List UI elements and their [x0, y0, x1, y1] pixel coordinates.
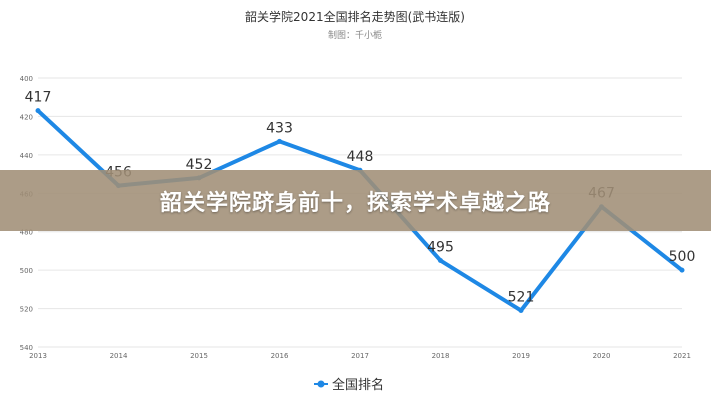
x-tick-label: 2013 — [29, 352, 47, 360]
y-tick-label: 540 — [20, 344, 33, 352]
x-tick-label: 2019 — [512, 352, 530, 360]
data-label: 495 — [427, 240, 454, 256]
data-label: 500 — [669, 249, 696, 265]
data-point[interactable] — [35, 108, 41, 114]
chart-subtitle: 制图：千小栀 — [328, 29, 382, 41]
chart-title: 韶关学院2021全国排名走势图(武书连版) — [245, 9, 465, 24]
data-label: 521 — [508, 289, 535, 305]
grid-lines — [38, 77, 682, 348]
y-tick-label: 480 — [20, 229, 33, 237]
x-tick-label: 2016 — [271, 352, 289, 360]
data-point[interactable] — [277, 138, 282, 144]
data-point[interactable] — [518, 307, 524, 313]
data-label: 417 — [25, 90, 52, 106]
y-tick-label: 420 — [20, 113, 33, 121]
y-tick-label: 500 — [20, 267, 33, 275]
legend-label: 全国排名 — [332, 377, 384, 393]
data-point[interactable] — [679, 267, 685, 273]
x-tick-label: 2017 — [351, 352, 369, 360]
overlay-banner: 韶关学院跻身前十，探索学术卓越之路 — [0, 170, 711, 231]
y-tick-label: 520 — [20, 306, 33, 314]
data-label: 452 — [186, 157, 213, 173]
x-tick-label: 2014 — [110, 352, 128, 360]
data-label: 433 — [266, 120, 293, 136]
x-axis: 2013 2014 2015 2016 2017 2018 2019 2020 2021 — [29, 352, 691, 360]
legend[interactable]: 全国排名 — [314, 377, 384, 393]
y-tick-label: 440 — [20, 152, 33, 160]
banner-text: 韶关学院跻身前十，探索学术卓越之路 — [159, 190, 551, 216]
y-tick-label: 400 — [20, 75, 33, 83]
x-tick-label: 2018 — [432, 352, 450, 360]
x-tick-label: 2020 — [593, 352, 611, 360]
x-tick-label: 2015 — [190, 352, 208, 360]
x-tick-label: 2021 — [673, 352, 691, 360]
data-point[interactable] — [438, 258, 443, 264]
data-label: 448 — [347, 149, 374, 165]
legend-marker — [317, 380, 325, 388]
